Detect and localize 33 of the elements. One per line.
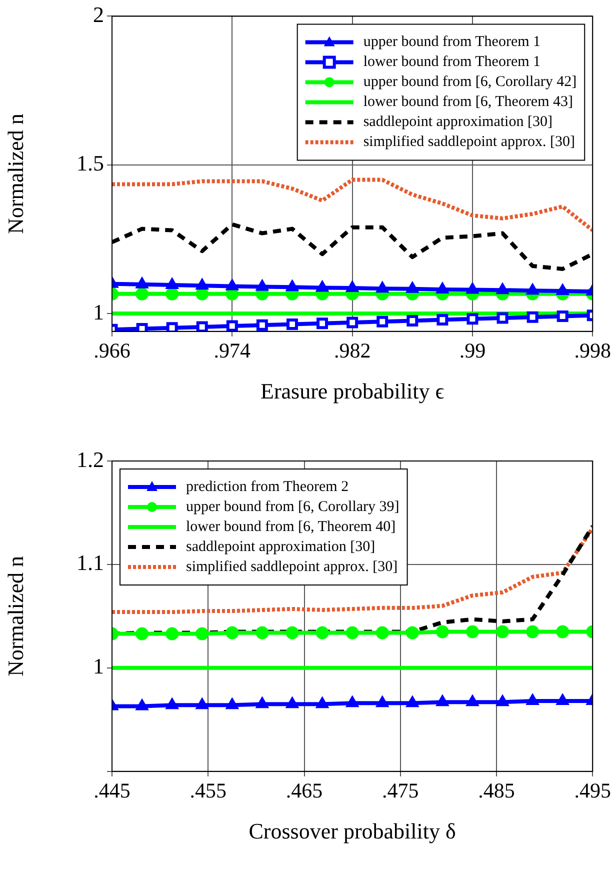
y-axis-title: Normalized n: [2, 556, 28, 676]
legend-label: prediction from Theorem 2: [186, 478, 349, 495]
legend-label: saddlepoint approximation [30]: [186, 538, 376, 555]
legend-label: upper bound from [6, Corollary 42]: [363, 74, 577, 90]
y-tick-label: 1.1: [76, 550, 104, 576]
legend-label: simplified saddlepoint approx. [30]: [363, 134, 575, 150]
x-tick-label: .465: [286, 778, 323, 803]
x-axis-title: Crossover probability δ: [248, 818, 456, 844]
y-tick-label: 1: [93, 654, 104, 679]
x-tick-label: .495: [574, 778, 611, 803]
y-axis-title: Normalized n: [2, 114, 28, 234]
legend-label: simplified saddlepoint approx. [30]: [186, 558, 398, 575]
x-tick-label: .475: [382, 778, 419, 803]
x-tick-label: .974: [214, 338, 252, 363]
y-tick-label: 1.2: [76, 446, 104, 472]
x-tick-label: .99: [459, 338, 486, 363]
y-tick-label: 1.5: [76, 150, 104, 176]
legend-label: lower bound from [6, Theorem 40]: [186, 518, 396, 535]
x-tick-label: .445: [94, 778, 130, 803]
x-tick-label: .998: [574, 338, 611, 363]
legend-label: saddlepoint approximation [30]: [363, 114, 552, 130]
legend-label: lower bound from Theorem 1: [363, 54, 541, 70]
y-tick-label: 2: [93, 2, 104, 27]
x-tick-label: .455: [190, 778, 226, 803]
x-tick-label: .966: [94, 338, 130, 363]
x-tick-label: .982: [334, 338, 371, 363]
x-axis-title: Erasure probability ϵ: [260, 378, 444, 404]
legend-label: upper bound from Theorem 1: [363, 34, 541, 50]
x-tick-label: .485: [478, 778, 515, 803]
y-tick-label: 1: [93, 299, 104, 324]
line-series: [112, 178, 593, 232]
legend-label: upper bound from [6, Corollary 39]: [186, 498, 400, 515]
legend-label: lower bound from [6, Theorem 43]: [363, 94, 574, 110]
